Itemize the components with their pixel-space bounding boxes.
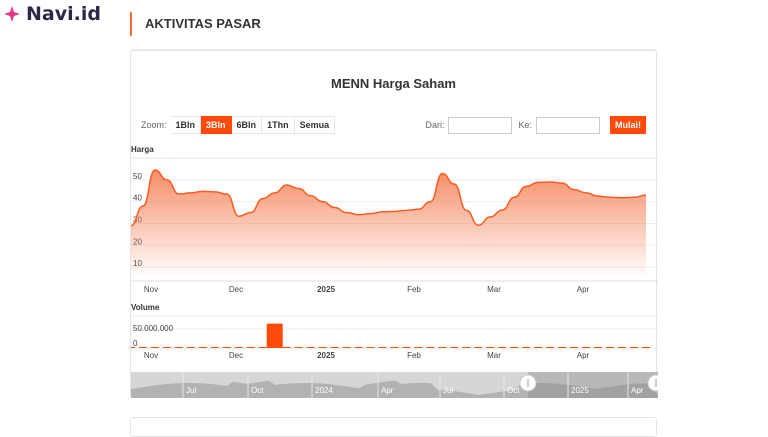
volume-bar	[366, 347, 375, 348]
date-range: Dari: Ke: Mulai!	[425, 116, 646, 134]
price-x-label: 2025	[317, 285, 335, 294]
volume-bar	[318, 347, 327, 348]
volume-bar	[438, 347, 447, 348]
to-date-input[interactable]	[536, 116, 600, 134]
price-x-label: Nov	[144, 285, 158, 294]
volume-bar	[294, 347, 303, 348]
volume-x-label: Mar	[487, 351, 501, 360]
volume-bar	[354, 347, 363, 348]
volume-bar	[522, 347, 531, 348]
volume-x-label: Apr	[577, 351, 590, 360]
price-x-label: Feb	[407, 285, 421, 294]
volume-bar	[450, 347, 459, 348]
price-axis-title: Harga	[131, 145, 154, 154]
zoom-semua-button[interactable]: Semua	[294, 116, 336, 134]
volume-bar	[582, 347, 591, 348]
volume-bar	[462, 347, 471, 348]
section-title: AKTIVITAS PASAR	[130, 12, 261, 36]
volume-bar	[606, 347, 615, 348]
volume-bar	[162, 347, 171, 348]
volume-bar	[282, 347, 291, 348]
volume-bar	[138, 347, 147, 348]
volume-bar	[306, 347, 315, 348]
volume-bar	[642, 347, 650, 348]
volume-bar	[378, 347, 387, 348]
volume-bar	[414, 347, 423, 348]
volume-bar	[618, 347, 627, 348]
zoom-6bln-button[interactable]: 6Bln	[231, 116, 263, 134]
price-tick-label: 40	[133, 194, 142, 203]
volume-bar	[630, 347, 639, 348]
volume-bar	[594, 347, 603, 348]
volume-bar	[546, 347, 555, 348]
volume-bar	[498, 347, 507, 348]
zoom-label: Zoom:	[141, 120, 167, 130]
volume-x-label: Dec	[229, 351, 243, 360]
price-x-label: Dec	[229, 285, 243, 294]
navigator-x-label: 2025	[571, 386, 589, 395]
divider	[130, 49, 658, 50]
volume-bar	[150, 347, 159, 348]
zoom-1bln-button[interactable]: 1Bln	[170, 116, 202, 134]
navigator-x-label: 2024	[315, 386, 333, 395]
stock-chart[interactable]: Harga1020304050NovDec2025FebMarAprVolume…	[131, 51, 658, 398]
volume-bar	[234, 347, 243, 348]
volume-bar	[266, 323, 283, 348]
volume-bar	[131, 347, 135, 348]
zoom-selector: Zoom: 1Bln 3Bln 6Bln 1Thn Semua	[141, 116, 336, 134]
volume-axis-title: Volume	[131, 303, 160, 312]
from-date-input[interactable]	[448, 116, 513, 134]
volume-bar	[558, 347, 567, 348]
volume-bar	[222, 347, 231, 348]
start-button[interactable]: Mulai!	[610, 116, 646, 134]
volume-bar	[258, 347, 267, 348]
volume-bar	[510, 347, 519, 348]
volume-bar	[174, 347, 183, 348]
chart-title: MENN Harga Saham	[331, 76, 456, 91]
volume-x-label: Feb	[407, 351, 421, 360]
sparkle-icon	[4, 6, 20, 22]
volume-bar	[210, 347, 219, 348]
price-x-label: Mar	[487, 285, 501, 294]
navigator-selected-range	[528, 372, 658, 398]
navigator-x-label: Oct	[507, 386, 520, 395]
price-area	[131, 170, 646, 278]
zoom-1thn-button[interactable]: 1Thn	[262, 116, 295, 134]
volume-bar	[198, 347, 207, 348]
navigator-x-label: Jul	[186, 386, 196, 395]
zoom-3bln-button[interactable]: 3Bln	[201, 116, 232, 134]
price-tick-label: 50	[133, 172, 142, 181]
navigator-x-label: Oct	[251, 386, 264, 395]
brand-name: Navi.id	[26, 3, 101, 25]
volume-tick-label: 0	[133, 339, 138, 348]
from-label: Dari:	[425, 120, 445, 130]
volume-x-label: 2025	[317, 351, 335, 360]
volume-tick-label: 50.000.000	[133, 324, 174, 333]
volume-bar	[342, 347, 351, 348]
volume-bar	[426, 347, 435, 348]
stock-chart-card: Harga1020304050NovDec2025FebMarAprVolume…	[130, 50, 658, 398]
volume-x-label: Nov	[144, 351, 158, 360]
price-line	[131, 169, 647, 227]
navigator-x-label: Apr	[381, 386, 394, 395]
volume-bar	[474, 347, 483, 348]
volume-bar	[330, 347, 339, 348]
volume-bar	[186, 347, 195, 348]
to-label: Ke:	[518, 120, 532, 130]
next-card	[130, 417, 657, 437]
volume-bar	[570, 347, 579, 348]
brand-logo[interactable]: Navi.id	[4, 3, 101, 25]
navigator-x-label: Apr	[631, 386, 644, 395]
volume-bar	[246, 347, 255, 348]
volume-bar	[486, 347, 495, 348]
volume-bar	[390, 347, 399, 348]
navigator-x-label: Jul	[443, 386, 453, 395]
price-x-label: Apr	[577, 285, 590, 294]
volume-bar	[402, 347, 411, 348]
volume-bar	[534, 347, 543, 348]
